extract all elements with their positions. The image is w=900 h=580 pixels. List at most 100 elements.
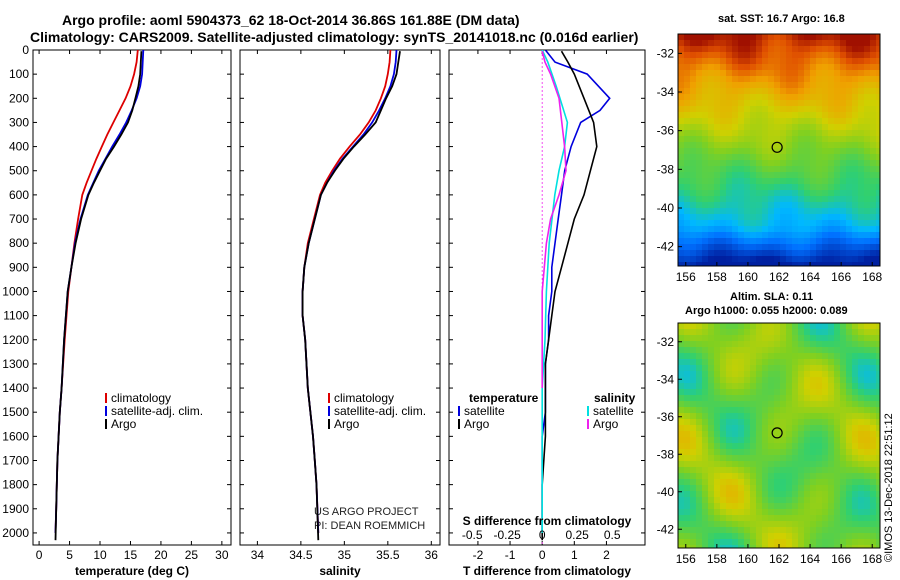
sst-map-cell <box>780 58 786 64</box>
sla-map-cell <box>738 329 744 335</box>
sla-map-cell <box>858 473 864 479</box>
sst-map-cell <box>846 160 852 166</box>
sla-map-cell <box>792 341 798 347</box>
sla-map-cell <box>720 353 726 359</box>
sst-map-cell <box>732 154 738 160</box>
sla-map-cell <box>738 365 744 371</box>
sla-map-cell <box>792 467 798 473</box>
sst-map-cell <box>798 34 804 40</box>
sst-map-cell <box>690 202 696 208</box>
sst-map-cell <box>840 220 846 226</box>
sst-map-cell <box>816 58 822 64</box>
sst-map-cell <box>696 118 702 124</box>
sst-map-cell <box>762 256 768 262</box>
sla-map-cell <box>780 365 786 371</box>
sst-map-cell <box>720 160 726 166</box>
sla-map-cell <box>702 413 708 419</box>
sla-map-cell <box>744 449 750 455</box>
sst-map-cell <box>870 88 876 94</box>
sst-map-cell <box>852 94 858 100</box>
sla-map-cell <box>786 359 792 365</box>
sla-map-cell <box>708 509 714 515</box>
sst-map-cell <box>840 100 846 106</box>
sla-map-cell <box>840 497 846 503</box>
sst-map-cell <box>690 34 696 40</box>
sst-map-cell <box>858 220 864 226</box>
sst-map-cell <box>870 214 876 220</box>
sst-map-cell <box>870 208 876 214</box>
sla-map-cell <box>870 383 876 389</box>
sst-map-cell <box>864 256 870 262</box>
sla-map-cell <box>720 479 726 485</box>
sst-map-cell <box>744 262 750 266</box>
sst-map-cell <box>774 112 780 118</box>
sst-map-cell <box>720 58 726 64</box>
sla-map-cell <box>690 527 696 533</box>
sla-map-cell <box>684 527 690 533</box>
sst-map-cell <box>864 160 870 166</box>
sst-map-cell <box>708 112 714 118</box>
sla-map-cell <box>732 515 738 521</box>
sla-map-cell <box>714 479 720 485</box>
sla-map-cell <box>714 419 720 425</box>
sla-map-cell <box>768 329 774 335</box>
sla-map-cell <box>828 467 834 473</box>
sla-map-cell <box>816 515 822 521</box>
sst-map-cell <box>846 70 852 76</box>
sst-map-cell <box>714 220 720 226</box>
sla-map-cell <box>870 401 876 407</box>
sla-map-cell <box>852 335 858 341</box>
sla-map-cell <box>840 467 846 473</box>
sst-map-cell <box>864 154 870 160</box>
sla-map-cell <box>678 413 684 419</box>
sla-map-cell <box>876 527 880 533</box>
sla-map-cell <box>798 431 804 437</box>
sst-map-cell <box>684 94 690 100</box>
sla-map-cell <box>858 455 864 461</box>
sla-map-cell <box>738 353 744 359</box>
sla-map-cell <box>744 545 750 548</box>
sla-map-cell <box>804 395 810 401</box>
sla-map-cell <box>744 413 750 419</box>
sla-map-cell <box>876 491 880 497</box>
sla-map-cell <box>792 389 798 395</box>
sst-map-cell <box>846 208 852 214</box>
sla-map-cell <box>846 413 852 419</box>
sst-map-cell <box>798 160 804 166</box>
sst-map-cell <box>678 172 684 178</box>
sst-map-cell <box>744 52 750 58</box>
depth-tick-label: 1000 <box>2 284 29 298</box>
sst-map-cell <box>714 142 720 148</box>
sla-map-cell <box>726 347 732 353</box>
sst-map-cell <box>702 106 708 112</box>
sst-map-cell <box>780 40 786 46</box>
sla-map-cell <box>678 377 684 383</box>
sst-map-cell <box>684 220 690 226</box>
sst-map-cell <box>864 130 870 136</box>
sst-map-cell <box>846 190 852 196</box>
sla-map-cell <box>750 497 756 503</box>
sst-map-cell <box>690 130 696 136</box>
sla-map-cell <box>780 539 786 545</box>
sst-map-argo-position-marker <box>771 141 783 153</box>
sla-map-cell <box>834 365 840 371</box>
sla-map-cell <box>852 413 858 419</box>
sla-map-ytick-label: -38 <box>657 447 675 461</box>
sla-map-cell <box>702 377 708 383</box>
sst-map-cell <box>720 46 726 52</box>
sst-map-cell <box>702 52 708 58</box>
sst-map-cell <box>834 64 840 70</box>
sst-map-cell <box>768 148 774 154</box>
sst-map-cell <box>780 166 786 172</box>
sst-map-cell <box>798 166 804 172</box>
sst-map-cell <box>768 250 774 256</box>
sst-map-cell <box>798 220 804 226</box>
sla-map-cell <box>702 545 708 548</box>
sst-map-cell <box>858 184 864 190</box>
sst-map-cell <box>864 262 870 266</box>
sst-map-cell <box>804 190 810 196</box>
sst-map-cell <box>732 232 738 238</box>
sla-map-cell <box>690 431 696 437</box>
difference-xlabel-top: S difference from climatology <box>463 514 632 528</box>
sla-map-cell <box>690 425 696 431</box>
